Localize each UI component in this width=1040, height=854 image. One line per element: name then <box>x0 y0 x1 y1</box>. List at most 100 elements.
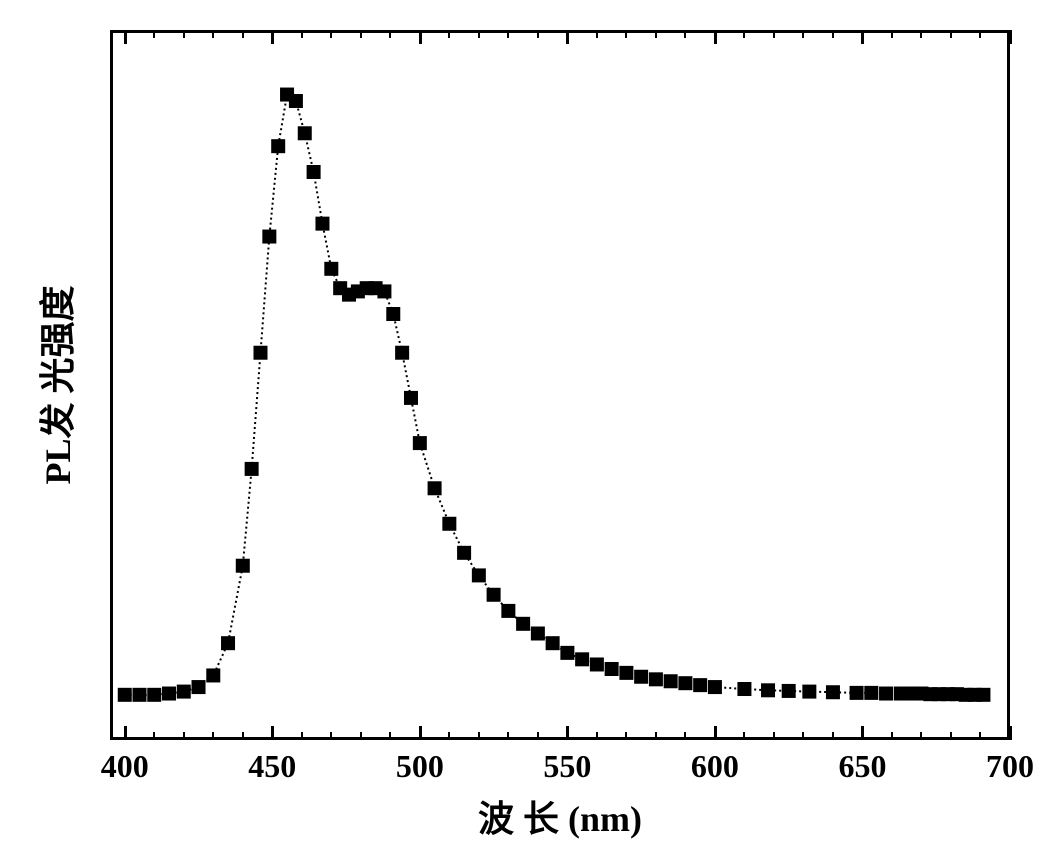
x-tick-minor-top <box>360 30 362 38</box>
pl-spectrum-chart: 波 长 (nm) PL发 光强度 400450500550600650700 <box>0 0 1040 854</box>
series-marker <box>590 657 604 671</box>
x-tick-minor <box>537 732 539 740</box>
x-tick-minor-top <box>537 30 539 38</box>
x-tick-minor-top <box>478 30 480 38</box>
x-tick-minor <box>301 732 303 740</box>
series-marker <box>377 284 391 298</box>
x-tick-minor <box>153 732 155 740</box>
x-tick-minor <box>478 732 480 740</box>
x-tick-minor-top <box>802 30 804 38</box>
x-tick-minor-top <box>773 30 775 38</box>
series-marker <box>133 688 147 702</box>
series-marker <box>118 688 132 702</box>
x-tick-major <box>419 726 422 740</box>
y-axis-label: PL发 光强度 <box>29 285 81 484</box>
series-marker <box>386 307 400 321</box>
x-tick-major-top <box>1009 30 1012 44</box>
x-tick-minor-top <box>625 30 627 38</box>
series-marker <box>546 636 560 650</box>
series-marker <box>634 670 648 684</box>
series-marker <box>395 346 409 360</box>
series-marker <box>560 646 574 660</box>
series-marker <box>850 686 864 700</box>
x-tick-major <box>714 726 717 740</box>
series-marker <box>298 126 312 140</box>
x-tick-minor <box>242 732 244 740</box>
series-marker <box>879 687 893 701</box>
x-tick-minor-top <box>891 30 893 38</box>
x-tick-minor <box>743 732 745 740</box>
x-tick-minor-top <box>743 30 745 38</box>
x-tick-minor-top <box>920 30 922 38</box>
x-tick-major-top <box>566 30 569 44</box>
x-axis-label: 波 长 (nm) <box>478 790 642 842</box>
x-tick-label: 700 <box>986 748 1034 785</box>
x-tick-label: 550 <box>543 748 591 785</box>
x-tick-major-top <box>419 30 422 44</box>
series-marker <box>162 687 176 701</box>
x-tick-major-top <box>714 30 717 44</box>
data-layer <box>0 0 1040 854</box>
x-tick-minor-top <box>153 30 155 38</box>
series-marker <box>516 617 530 631</box>
series-marker <box>531 627 545 641</box>
series-marker <box>413 436 427 450</box>
x-tick-minor <box>389 732 391 740</box>
series-marker <box>253 346 267 360</box>
series-marker <box>428 481 442 495</box>
series-marker <box>271 139 285 153</box>
x-tick-major <box>861 726 864 740</box>
x-tick-minor-top <box>212 30 214 38</box>
series-marker <box>487 588 501 602</box>
x-tick-label: 450 <box>248 748 296 785</box>
x-tick-minor <box>507 732 509 740</box>
series-marker <box>262 230 276 244</box>
x-tick-minor-top <box>448 30 450 38</box>
series-marker <box>501 604 515 618</box>
x-tick-minor-top <box>655 30 657 38</box>
x-tick-minor-top <box>950 30 952 38</box>
series-marker <box>192 680 206 694</box>
x-tick-minor <box>625 732 627 740</box>
series-marker <box>664 674 678 688</box>
x-tick-minor-top <box>183 30 185 38</box>
series-marker <box>221 636 235 650</box>
x-tick-major-top <box>861 30 864 44</box>
x-tick-minor-top <box>301 30 303 38</box>
series-marker <box>864 686 878 700</box>
x-tick-major <box>271 726 274 740</box>
x-tick-minor <box>684 732 686 740</box>
series-line <box>125 95 984 695</box>
x-tick-minor <box>596 732 598 740</box>
x-tick-minor <box>802 732 804 740</box>
x-tick-minor <box>891 732 893 740</box>
x-tick-major-top <box>124 30 127 44</box>
x-tick-minor-top <box>596 30 598 38</box>
series-marker <box>472 568 486 582</box>
x-tick-minor-top <box>832 30 834 38</box>
series-marker <box>802 685 816 699</box>
series-marker <box>605 662 619 676</box>
x-tick-minor-top <box>507 30 509 38</box>
series-marker <box>678 676 692 690</box>
series-marker <box>177 685 191 699</box>
x-tick-label: 600 <box>691 748 739 785</box>
series-marker <box>245 462 259 476</box>
x-tick-label: 500 <box>396 748 444 785</box>
series-marker <box>826 685 840 699</box>
series-marker <box>236 559 250 573</box>
series-marker <box>976 688 990 702</box>
x-tick-minor <box>979 732 981 740</box>
series-marker <box>307 165 321 179</box>
series-marker <box>782 684 796 698</box>
x-tick-minor <box>360 732 362 740</box>
x-tick-major-top <box>271 30 274 44</box>
series-marker <box>619 666 633 680</box>
x-tick-major <box>124 726 127 740</box>
x-tick-minor <box>773 732 775 740</box>
x-tick-minor-top <box>389 30 391 38</box>
x-tick-minor-top <box>979 30 981 38</box>
x-tick-minor <box>920 732 922 740</box>
series-marker <box>761 683 775 697</box>
series-marker <box>575 652 589 666</box>
